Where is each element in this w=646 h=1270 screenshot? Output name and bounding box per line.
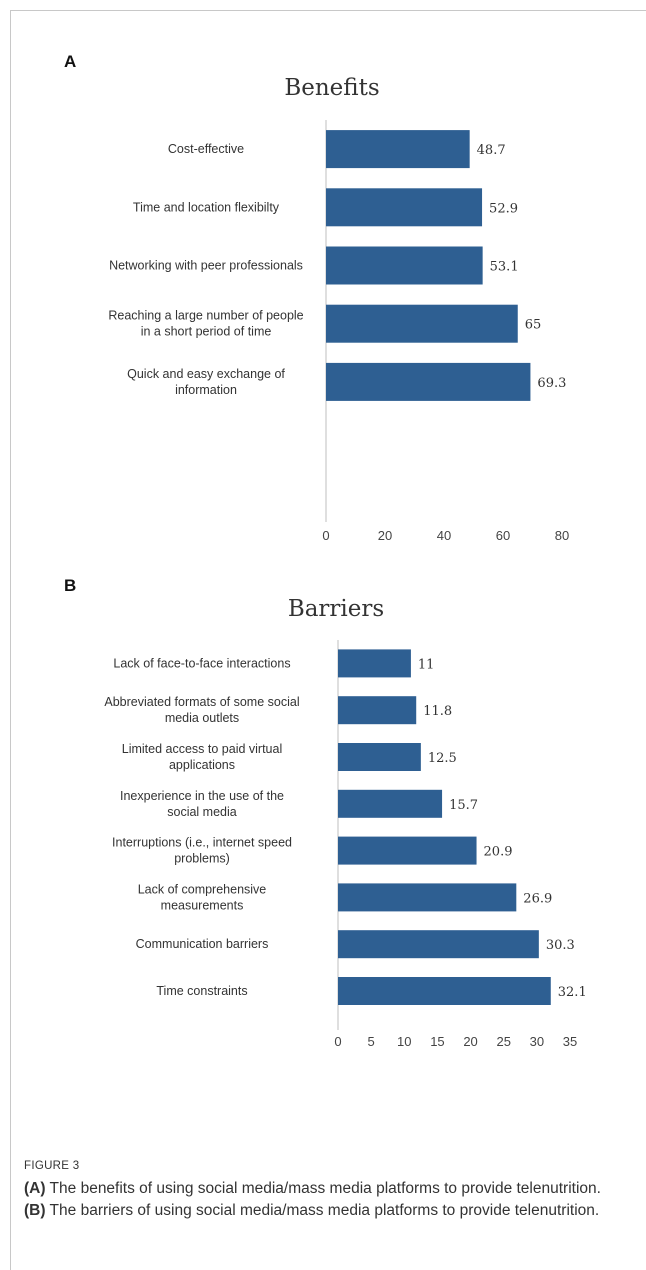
panel-b-letter: B [64,576,77,595]
figure-frame-left [10,10,11,1270]
chart-b-value-label-0: 11 [418,657,435,672]
chart-b-bar-5 [338,883,517,912]
panel-a-letter: A [64,52,77,71]
caption-part-0: (A) [24,1180,46,1197]
caption-part-3: The barriers of using social media/mass … [45,1202,600,1219]
benefits-bar-chart: Benefits 48.7 Cost-effective 52.9 Time and l… [108,75,569,543]
chart-b-value-label-7: 32.1 [558,985,587,1000]
chart-b-bar-4 [338,836,477,865]
chart-b-x-tick-4: 20 [463,1034,477,1049]
chart-b-bar-1 [338,696,417,725]
chart-a-value-label-0: 48.7 [477,143,506,158]
chart-b-category-label-0-0: Lack of face-to-face interactions [113,656,290,670]
chart-a-x-tick-0: 0 [322,528,329,543]
figure-label: FIGURE 3 [24,1160,80,1172]
chart-b-value-label-5: 26.9 [523,891,552,906]
chart-b-value-label-3: 15.7 [449,798,478,813]
chart-b-value-label-1: 11.8 [423,704,452,719]
chart-b-category-label-2-0: Limited access to paid virtual [122,742,283,756]
chart-b-x-tick-6: 30 [530,1034,544,1049]
chart-b-x-tick-1: 5 [368,1034,375,1049]
chart-b-category-label-5-1: measurements [161,898,244,912]
chart-b-category-label-4-1: problems) [174,852,230,866]
chart-a-category-label-1-0: Time and location flexibilty [133,200,280,214]
figure-caption: (A) The benefits of using social media/m… [24,1178,624,1222]
chart-a-category-label-3-0: Reaching a large number of people [108,309,303,323]
chart-a-value-label-2: 53.1 [490,260,519,275]
chart-b-bar-3 [338,789,443,818]
chart-b-category-label-5-0: Lack of comprehensive [138,882,267,896]
chart-a-category-label-2-0: Networking with peer professionals [109,259,303,273]
chart-a-bar-0 [326,130,470,169]
chart-a-x-tick-1: 20 [378,528,392,543]
caption-part-1: The benefits of using social media/mass … [45,1180,601,1197]
chart-a-x-tick-2: 40 [437,528,451,543]
chart-a-category-label-0-0: Cost-effective [168,142,244,156]
chart-a-x-tick-3: 60 [496,528,510,543]
caption-part-2: (B) [24,1202,46,1219]
chart-a-value-label-3: 65 [525,318,542,333]
chart-b-category-label-3-1: social media [167,805,237,819]
chart-a-title: Benefits [284,75,379,101]
chart-a-bar-3 [326,304,518,343]
chart-b-x-tick-3: 15 [430,1034,444,1049]
chart-b-bar-6 [338,930,539,959]
chart-b-bar-2 [338,743,421,771]
chart-b-x-tick-5: 25 [496,1034,510,1049]
chart-a-bar-4 [326,362,531,401]
chart-a-bar-1 [326,188,483,227]
chart-b-category-label-2-1: applications [169,758,235,772]
chart-b-x-tick-0: 0 [334,1034,341,1049]
chart-b-category-label-6-0: Communication barriers [136,937,269,951]
chart-a-category-label-4-0: Quick and easy exchange of [127,367,285,381]
chart-b-category-label-3-0: Inexperience in the use of the [120,789,284,803]
chart-b-bar-0 [338,649,411,678]
chart-b-category-label-1-0: Abbreviated formats of some social [104,695,299,709]
chart-b-title: Barriers [288,596,384,622]
chart-b-category-label-4-0: Interruptions (i.e., internet speed [112,836,292,850]
chart-b-value-label-6: 30.3 [546,938,575,953]
figure-frame-top [10,10,646,11]
chart-a-value-label-4: 69.3 [537,376,566,391]
chart-a-category-label-4-1: information [175,383,237,397]
chart-b-category-label-1-1: media outlets [165,711,239,725]
chart-a-bar-2 [326,246,483,285]
chart-a-x-tick-4: 80 [555,528,569,543]
chart-b-value-label-4: 20.9 [484,845,513,860]
chart-b-x-tick-7: 35 [563,1034,577,1049]
barriers-bar-chart: Barriers 11 Lack of face-to-face interacti… [104,596,587,1049]
chart-b-bar-7 [338,977,551,1005]
chart-a-category-label-3-1: in a short period of time [141,325,272,339]
chart-a-value-label-1: 52.9 [489,201,518,216]
chart-b-category-label-7-0: Time constraints [156,984,247,998]
chart-b-value-label-2: 12.5 [428,751,457,766]
chart-b-x-tick-2: 10 [397,1034,411,1049]
